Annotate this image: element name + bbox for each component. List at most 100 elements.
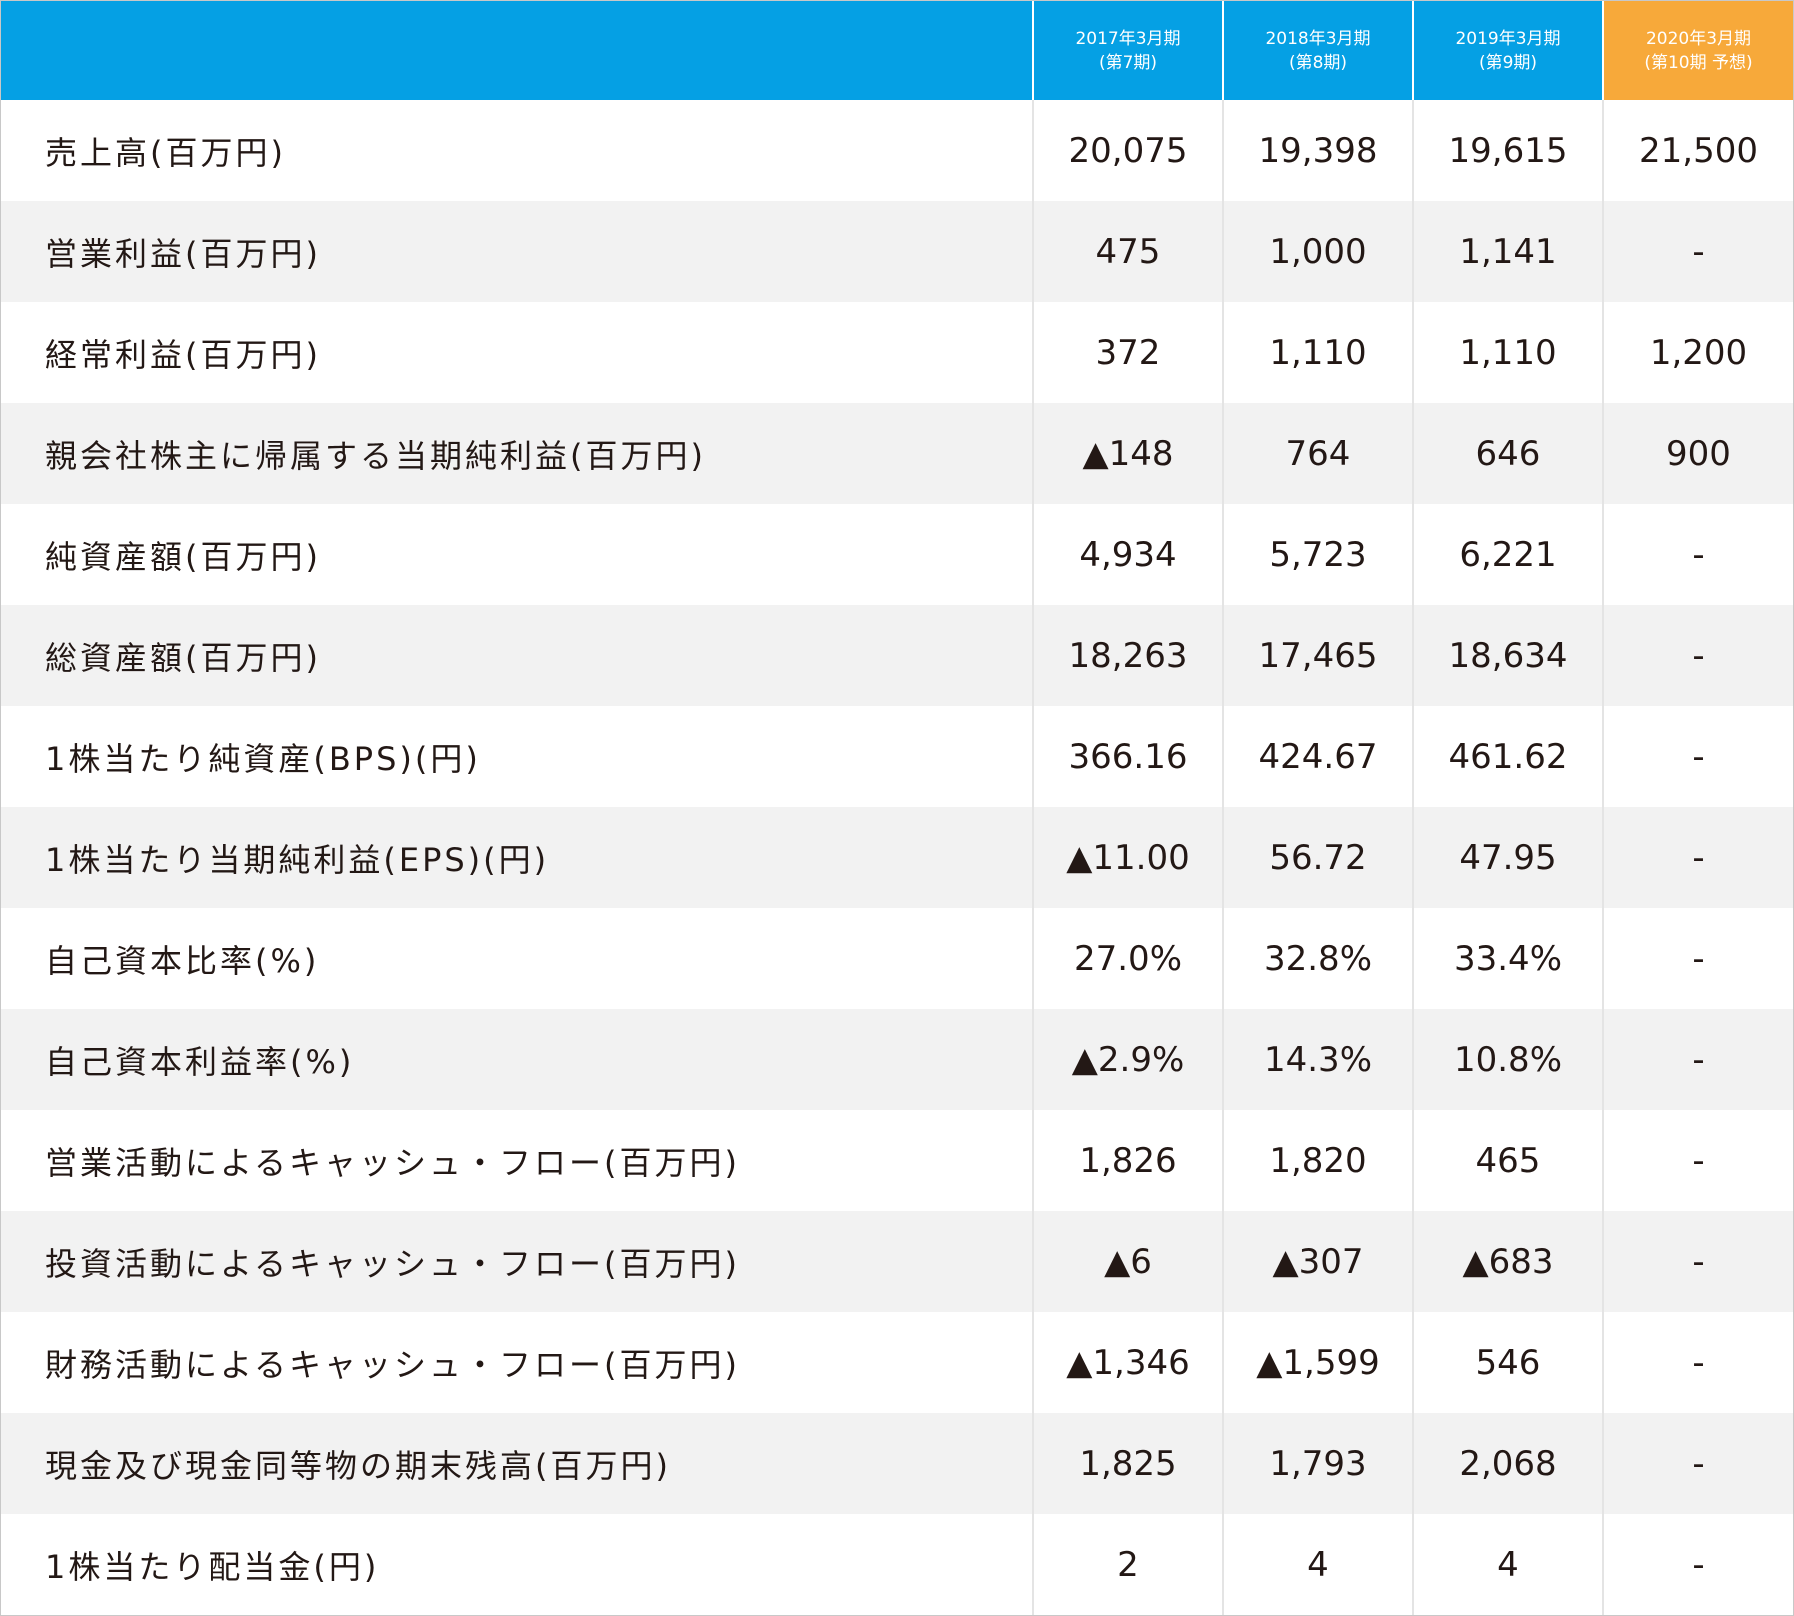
row-label: 現金及び現金同等物の期末残高(百万円) bbox=[1, 1413, 1033, 1514]
table-row: 親会社株主に帰属する当期純利益(百万円) ▲148 764 646 900 bbox=[1, 403, 1793, 504]
value-fy2019-cell: ▲683 bbox=[1412, 1211, 1603, 1312]
value-fy2020-forecast-cell: - bbox=[1602, 1211, 1793, 1312]
header-term-label: (第7期) bbox=[1098, 52, 1158, 73]
value-fy2018-cell: 1,820 bbox=[1222, 1110, 1413, 1211]
value-fy2019-cell: 465 bbox=[1412, 1110, 1603, 1211]
row-label: 1株当たり純資産(BPS)(円) bbox=[1, 706, 1033, 807]
value-fy2017-cell: 2 bbox=[1032, 1514, 1223, 1615]
row-label: 営業活動によるキャッシュ・フロー(百万円) bbox=[1, 1110, 1033, 1211]
value-fy2017-cell: 1,825 bbox=[1032, 1413, 1223, 1514]
value-fy2019-cell: 4 bbox=[1412, 1514, 1603, 1615]
value-fy2018-cell: 32.8% bbox=[1222, 908, 1413, 1009]
table-row: 自己資本利益率(%) ▲2.9% 14.3% 10.8% - bbox=[1, 1009, 1793, 1110]
value-fy2018-cell: 14.3% bbox=[1222, 1009, 1413, 1110]
table-row: 経常利益(百万円) 372 1,110 1,110 1,200 bbox=[1, 302, 1793, 403]
row-label: 自己資本比率(%) bbox=[1, 908, 1033, 1009]
value-fy2019-cell: 1,110 bbox=[1412, 302, 1603, 403]
value-fy2017-cell: 27.0% bbox=[1032, 908, 1223, 1009]
value-fy2017-cell: 18,263 bbox=[1032, 605, 1223, 706]
row-label: 財務活動によるキャッシュ・フロー(百万円) bbox=[1, 1312, 1033, 1413]
row-label: 総資産額(百万円) bbox=[1, 605, 1033, 706]
row-label: 1株当たり当期純利益(EPS)(円) bbox=[1, 807, 1033, 908]
value-fy2017-cell: ▲1,346 bbox=[1032, 1312, 1223, 1413]
table-row: 投資活動によるキャッシュ・フロー(百万円) ▲6 ▲307 ▲683- bbox=[1, 1211, 1793, 1312]
value-fy2020-forecast-cell: - bbox=[1602, 1413, 1793, 1514]
value-fy2018-cell: 56.72 bbox=[1222, 807, 1413, 908]
value-fy2018-cell: 19,398 bbox=[1222, 100, 1413, 201]
value-fy2020-forecast-cell: - bbox=[1602, 1110, 1793, 1211]
table-row: 営業利益(百万円) 475 1,000 1,141- bbox=[1, 201, 1793, 302]
value-fy2018-cell: 1,110 bbox=[1222, 302, 1413, 403]
value-fy2020-forecast-cell: - bbox=[1602, 605, 1793, 706]
row-label: 営業利益(百万円) bbox=[1, 201, 1033, 302]
value-fy2017-cell: 372 bbox=[1032, 302, 1223, 403]
table-row: 営業活動によるキャッシュ・フロー(百万円) 1,826 1,820 465- bbox=[1, 1110, 1793, 1211]
header-fy2020-forecast: 2020年3月期 (第10期 予想) bbox=[1602, 1, 1793, 100]
table-row: 1株当たり純資産(BPS)(円) 366.16 424.67 461.62- bbox=[1, 706, 1793, 807]
table-row: 自己資本比率(%) 27.0% 32.8% 33.4% - bbox=[1, 908, 1793, 1009]
table-row: 1株当たり当期純利益(EPS)(円) ▲11.00 56.72 47.95- bbox=[1, 807, 1793, 908]
value-fy2019-cell: 6,221 bbox=[1412, 504, 1603, 605]
value-fy2019-cell: 546 bbox=[1412, 1312, 1603, 1413]
value-fy2017-cell: 4,934 bbox=[1032, 504, 1223, 605]
value-fy2018-cell: 424.67 bbox=[1222, 706, 1413, 807]
value-fy2017-cell: ▲11.00 bbox=[1032, 807, 1223, 908]
value-fy2020-forecast-cell: - bbox=[1602, 504, 1793, 605]
table-row: 売上高(百万円) 20,075 19,398 19,615 21,500 bbox=[1, 100, 1793, 201]
value-fy2020-forecast-cell: - bbox=[1602, 807, 1793, 908]
value-fy2020-forecast-cell: 900 bbox=[1602, 403, 1793, 504]
header-period-label: 2020年3月期 bbox=[1645, 28, 1752, 49]
table-row: 現金及び現金同等物の期末残高(百万円) 1,825 1,793 2,068- bbox=[1, 1413, 1793, 1514]
header-row: 2017年3月期 (第7期) 2018年3月期 (第8期) 2019年3月期 (… bbox=[1, 1, 1793, 100]
value-fy2019-cell: 33.4% bbox=[1412, 908, 1603, 1009]
value-fy2017-cell: 20,075 bbox=[1032, 100, 1223, 201]
table-row: 1株当たり配当金(円) 2 4 4- bbox=[1, 1514, 1793, 1615]
header-term-label: (第9期) bbox=[1478, 52, 1538, 73]
value-fy2020-forecast-cell: 21,500 bbox=[1602, 100, 1793, 201]
value-fy2019-cell: 18,634 bbox=[1412, 605, 1603, 706]
value-fy2018-cell: 17,465 bbox=[1222, 605, 1413, 706]
table-row: 総資産額(百万円) 18,263 17,465 18,634- bbox=[1, 605, 1793, 706]
value-fy2018-cell: 764 bbox=[1222, 403, 1413, 504]
value-fy2018-cell: ▲1,599 bbox=[1222, 1312, 1413, 1413]
value-fy2019-cell: 47.95 bbox=[1412, 807, 1603, 908]
header-term-label: (第8期) bbox=[1288, 52, 1348, 73]
row-label: 自己資本利益率(%) bbox=[1, 1009, 1033, 1110]
header-fy2019: 2019年3月期 (第9期) bbox=[1412, 1, 1603, 100]
row-label: 親会社株主に帰属する当期純利益(百万円) bbox=[1, 403, 1033, 504]
value-fy2020-forecast-cell: - bbox=[1602, 1009, 1793, 1110]
value-fy2017-cell: ▲148 bbox=[1032, 403, 1223, 504]
value-fy2020-forecast-cell: - bbox=[1602, 1312, 1793, 1413]
value-fy2019-cell: 461.62 bbox=[1412, 706, 1603, 807]
value-fy2020-forecast-cell: - bbox=[1602, 908, 1793, 1009]
value-fy2019-cell: 646 bbox=[1412, 403, 1603, 504]
row-label: 経常利益(百万円) bbox=[1, 302, 1033, 403]
row-label: 1株当たり配当金(円) bbox=[1, 1514, 1033, 1615]
row-label: 純資産額(百万円) bbox=[1, 504, 1033, 605]
header-fy2017: 2017年3月期 (第7期) bbox=[1032, 1, 1223, 100]
value-fy2018-cell: 1,793 bbox=[1222, 1413, 1413, 1514]
value-fy2018-cell: 5,723 bbox=[1222, 504, 1413, 605]
table-header: 2017年3月期 (第7期) 2018年3月期 (第8期) 2019年3月期 (… bbox=[1, 1, 1793, 100]
value-fy2020-forecast-cell: 1,200 bbox=[1602, 302, 1793, 403]
value-fy2017-cell: ▲2.9% bbox=[1032, 1009, 1223, 1110]
value-fy2020-forecast-cell: - bbox=[1602, 706, 1793, 807]
value-fy2019-cell: 10.8% bbox=[1412, 1009, 1603, 1110]
header-term-label: (第10期 予想) bbox=[1644, 52, 1753, 73]
header-corner-cell bbox=[1, 1, 1033, 100]
header-period-label: 2019年3月期 bbox=[1455, 28, 1561, 49]
header-period-label: 2018年3月期 bbox=[1265, 28, 1371, 49]
value-fy2020-forecast-cell: - bbox=[1602, 201, 1793, 302]
value-fy2017-cell: 475 bbox=[1032, 201, 1223, 302]
value-fy2017-cell: ▲6 bbox=[1032, 1211, 1223, 1312]
row-label: 投資活動によるキャッシュ・フロー(百万円) bbox=[1, 1211, 1033, 1312]
value-fy2019-cell: 19,615 bbox=[1412, 100, 1603, 201]
value-fy2017-cell: 1,826 bbox=[1032, 1110, 1223, 1211]
table-body: 売上高(百万円) 20,075 19,398 19,615 21,500 営業利益(百万円… bbox=[1, 100, 1793, 1615]
value-fy2020-forecast-cell: - bbox=[1602, 1514, 1793, 1615]
value-fy2019-cell: 2,068 bbox=[1412, 1413, 1603, 1514]
row-label: 売上高(百万円) bbox=[1, 100, 1033, 201]
header-period-label: 2017年3月期 bbox=[1075, 28, 1181, 49]
